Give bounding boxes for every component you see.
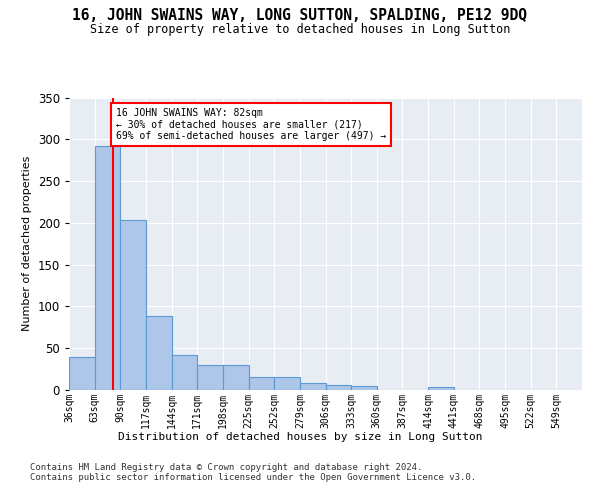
Bar xyxy=(326,385,351,390)
Bar xyxy=(69,356,95,390)
Bar xyxy=(95,146,121,390)
Bar xyxy=(172,355,197,390)
Bar xyxy=(223,365,248,390)
Text: Contains HM Land Registry data © Crown copyright and database right 2024.
Contai: Contains HM Land Registry data © Crown c… xyxy=(30,462,476,482)
Bar xyxy=(197,365,223,390)
Text: 16 JOHN SWAINS WAY: 82sqm
← 30% of detached houses are smaller (217)
69% of semi: 16 JOHN SWAINS WAY: 82sqm ← 30% of detac… xyxy=(116,108,386,140)
Bar xyxy=(248,378,274,390)
Text: Size of property relative to detached houses in Long Sutton: Size of property relative to detached ho… xyxy=(90,22,510,36)
Text: Distribution of detached houses by size in Long Sutton: Distribution of detached houses by size … xyxy=(118,432,482,442)
Bar xyxy=(300,384,325,390)
Y-axis label: Number of detached properties: Number of detached properties xyxy=(22,156,32,332)
Bar xyxy=(120,220,146,390)
Bar xyxy=(351,386,377,390)
Bar xyxy=(146,316,172,390)
Bar xyxy=(428,388,454,390)
Bar xyxy=(274,378,300,390)
Text: 16, JOHN SWAINS WAY, LONG SUTTON, SPALDING, PE12 9DQ: 16, JOHN SWAINS WAY, LONG SUTTON, SPALDI… xyxy=(73,8,527,22)
